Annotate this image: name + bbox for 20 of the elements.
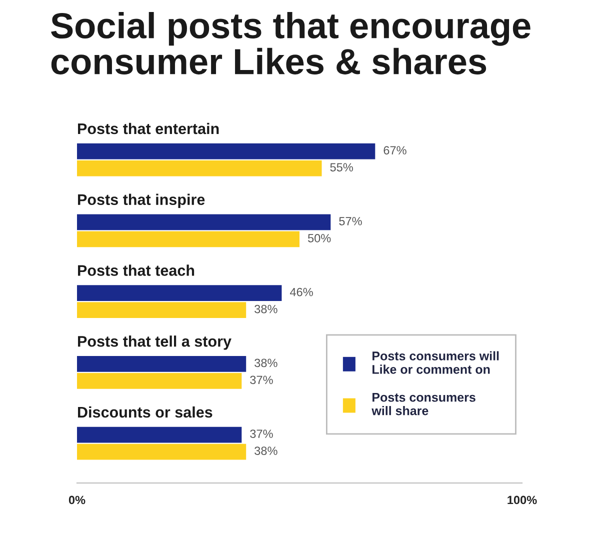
y-tick-label: Discounts or sales	[78, 406, 212, 418]
data-label: 50%	[308, 234, 331, 242]
legend-label: Posts consumers will share	[372, 393, 476, 416]
chart-title: Social posts that encourage consumer Likes & shares	[51, 12, 530, 74]
data-label: 38%	[254, 446, 278, 455]
y-tick-label: Posts that tell a story	[78, 336, 232, 350]
legend-label: Posts consumers will Like or comment on	[372, 351, 499, 374]
y-tick-label: Posts that inspire	[78, 194, 205, 208]
x-tick-label: 0%	[68, 496, 86, 504]
y-tick-label: Posts that teach	[78, 264, 194, 276]
y-tick-label: Posts that entertain	[78, 122, 219, 134]
data-label: 55%	[330, 163, 353, 172]
x-tick-label: 100%	[508, 496, 537, 504]
data-label: 57%	[339, 217, 362, 226]
data-label: 37%	[250, 430, 273, 438]
data-label: 67%	[384, 146, 406, 154]
data-label: 46%	[290, 288, 313, 296]
data-label: 37%	[250, 376, 273, 384]
data-label: 38%	[254, 358, 278, 368]
data-label: 38%	[254, 304, 278, 314]
